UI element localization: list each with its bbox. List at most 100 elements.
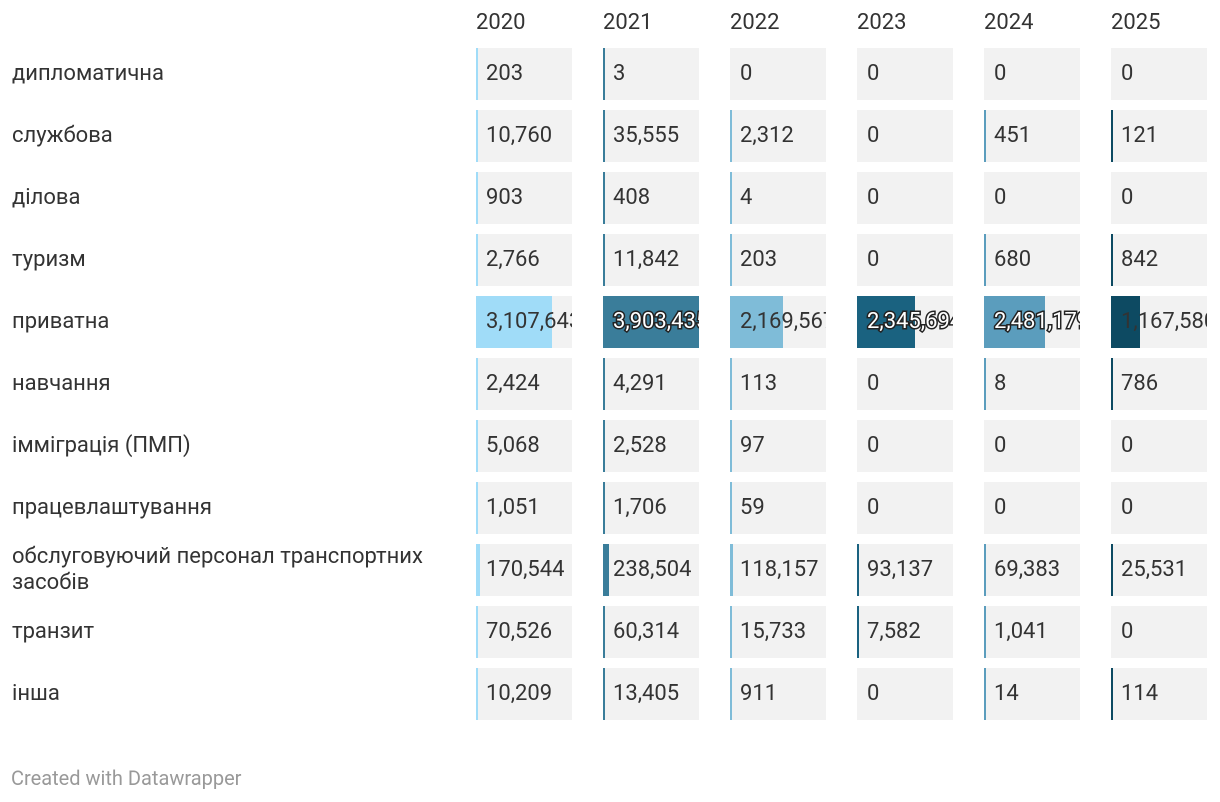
bar: [730, 358, 732, 410]
value-label: 121: [1121, 123, 1159, 148]
bar: [1111, 544, 1113, 596]
value-label: 70,526: [486, 619, 553, 644]
value-label: 97: [740, 433, 765, 458]
value-label: 4: [740, 185, 753, 210]
cell: 0: [730, 48, 826, 100]
bar: [857, 296, 915, 348]
cell: 842: [1111, 234, 1207, 286]
value-label: 0: [1121, 433, 1134, 458]
cell: 11,842: [603, 234, 699, 286]
row-label: інша: [12, 681, 60, 706]
value-label: 0: [867, 495, 880, 520]
bar: [476, 296, 553, 348]
cell: 0: [984, 48, 1080, 100]
cell: 10,760: [476, 110, 572, 162]
cell: 2,169,567: [730, 296, 826, 348]
bar: [603, 420, 605, 472]
value-label: 680: [994, 247, 1032, 272]
cell: 8: [984, 358, 1080, 410]
bar: [730, 606, 732, 658]
value-label: 15,733: [740, 619, 807, 644]
value-label: 0: [994, 495, 1007, 520]
cell: 1,706: [603, 482, 699, 534]
cell: 2,345,694: [857, 296, 953, 348]
column-header: 2020: [476, 10, 526, 35]
cell: 70,526: [476, 606, 572, 658]
cell: 0: [1111, 48, 1207, 100]
value-label: 2,424: [486, 371, 540, 396]
bar: [1111, 234, 1113, 286]
value-label: 842: [1121, 247, 1159, 272]
cell: 2,528: [603, 420, 699, 472]
value-label: 35,555: [613, 123, 680, 148]
row-label: імміграція (ПМП): [12, 433, 191, 458]
cell: 238,504: [603, 544, 699, 596]
bar: [1111, 358, 1113, 410]
cell: 113: [730, 358, 826, 410]
row-label: працевлаштування: [12, 495, 212, 520]
value-label: 2,345,694: [865, 308, 953, 336]
cell: 118,157: [730, 544, 826, 596]
bar: [984, 234, 986, 286]
value-label: 0: [867, 61, 880, 86]
cell: 170,544: [476, 544, 572, 596]
bar: [476, 482, 478, 534]
value-label: 2,169,567: [740, 309, 826, 334]
bar: [476, 358, 478, 410]
bar: [730, 544, 733, 596]
cell: 2,312: [730, 110, 826, 162]
bar: [730, 172, 732, 224]
bar: [1111, 668, 1113, 720]
value-label: 2,481,179: [992, 308, 1080, 336]
column-header: 2025: [1111, 10, 1161, 35]
cell: 0: [984, 482, 1080, 534]
cell: 2,766: [476, 234, 572, 286]
bar: [476, 606, 478, 658]
value-label: 1,706: [613, 495, 667, 520]
bar: [603, 668, 605, 720]
bar: [476, 420, 478, 472]
bar: [730, 420, 732, 472]
column-header: 2021: [603, 10, 653, 35]
value-label: 203: [486, 61, 524, 86]
bar: [476, 234, 478, 286]
bar: [603, 48, 605, 100]
value-label: 10,209: [486, 681, 553, 706]
cell: 114: [1111, 668, 1207, 720]
cell: 5,068: [476, 420, 572, 472]
bar: [984, 606, 986, 658]
row-label: приватна: [12, 309, 110, 334]
value-label: 408: [613, 185, 651, 210]
cell: 2,481,179: [984, 296, 1080, 348]
column-header: 2022: [730, 10, 780, 35]
cell: 203: [730, 234, 826, 286]
cell: 1,051: [476, 482, 572, 534]
value-label: 0: [867, 247, 880, 272]
value-label: 7,582: [867, 619, 921, 644]
bar: [603, 296, 699, 348]
cell: 7,582: [857, 606, 953, 658]
cell: 69,383: [984, 544, 1080, 596]
bar: [603, 482, 605, 534]
row-label: ділова: [12, 185, 81, 210]
value-label: 1,167,580: [1121, 309, 1207, 334]
value-label: 2,766: [486, 247, 540, 272]
bar: [476, 48, 478, 100]
value-label: 0: [1121, 619, 1134, 644]
value-label: 113: [740, 371, 778, 396]
value-label: 10,760: [486, 123, 553, 148]
cell: 0: [1111, 420, 1207, 472]
footer: Created with Datawrapper: [11, 766, 242, 790]
value-label: 0: [867, 371, 880, 396]
value-label: 0: [867, 123, 880, 148]
cell: 121: [1111, 110, 1207, 162]
cell: 4,291: [603, 358, 699, 410]
value-label: 3: [613, 61, 626, 86]
value-label: 0: [1121, 185, 1134, 210]
cell: 203: [476, 48, 572, 100]
value-label: 1,041: [994, 619, 1048, 644]
cell: 0: [857, 668, 953, 720]
bar: [730, 482, 732, 534]
cell: 59: [730, 482, 826, 534]
